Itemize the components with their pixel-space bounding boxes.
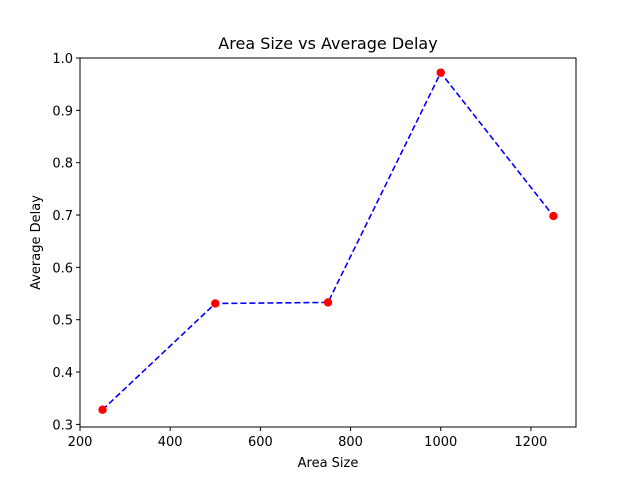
x-axis: 200 400 600 800 1000 1200 (68, 427, 547, 450)
data-point (98, 405, 107, 414)
x-axis-label: Area Size (298, 456, 359, 471)
y-tick-label: 0.8 (52, 157, 73, 172)
series-line (102, 71, 555, 411)
y-axis-label: Average Delay (29, 195, 44, 290)
y-tick-label: 0.5 (52, 314, 73, 329)
y-tick-label: 0.9 (52, 104, 73, 119)
data-point (436, 68, 445, 77)
y-tick-label: 0.6 (52, 261, 73, 276)
chart-title: Area Size vs Average Delay (218, 34, 437, 53)
x-tick-label: 800 (338, 435, 363, 450)
data-point (323, 298, 333, 307)
plot-layer (98, 68, 558, 414)
data-point (211, 299, 220, 308)
x-tick-label: 400 (158, 435, 183, 450)
y-tick-label: 0.7 (52, 209, 73, 224)
axes-frame (79, 57, 577, 428)
y-tick-label: 1.0 (52, 52, 73, 67)
y-axis: 0.3 0.4 0.5 0.6 0.7 0.8 0.9 1.0 (52, 52, 80, 433)
y-tick-label: 0.4 (52, 366, 73, 381)
x-tick-label: 1000 (424, 435, 457, 450)
data-point (549, 211, 558, 221)
x-tick-label: 600 (248, 435, 273, 450)
x-tick-label: 200 (68, 435, 93, 450)
y-tick-label: 0.3 (52, 418, 73, 433)
x-tick-label: 1200 (514, 435, 547, 450)
